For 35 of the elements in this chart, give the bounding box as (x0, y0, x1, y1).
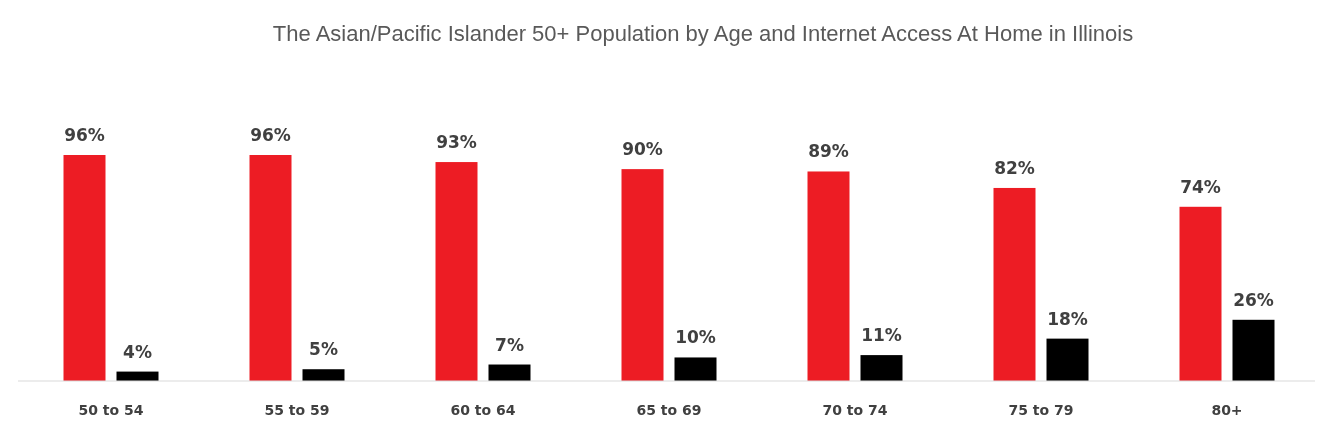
bar (435, 162, 478, 381)
data-label: 96% (64, 125, 105, 145)
data-label: 74% (1180, 176, 1221, 197)
data-label: 96% (250, 125, 291, 145)
data-label: 4% (123, 341, 152, 362)
x-tick-label: 55 to 59 (264, 402, 330, 418)
data-label: 7% (495, 334, 524, 355)
bar (860, 355, 903, 381)
x-tick-label: 70 to 74 (822, 402, 888, 418)
data-label: 10% (675, 327, 716, 348)
bar (1232, 319, 1275, 381)
data-label: 11% (861, 325, 902, 346)
bar (1046, 338, 1089, 381)
data-label: 82% (994, 157, 1035, 178)
x-tick-label: 65 to 69 (636, 402, 702, 418)
bar (302, 369, 345, 381)
x-tick-label: 80+ (1211, 402, 1243, 418)
bar (488, 364, 531, 381)
bar (993, 187, 1036, 381)
data-label: 90% (622, 139, 663, 160)
x-tick-label: 50 to 54 (78, 402, 144, 418)
data-label: 89% (808, 141, 849, 162)
data-label: 93% (436, 132, 477, 153)
data-label: 5% (309, 339, 338, 360)
x-tick-label: 60 to 64 (450, 402, 516, 418)
bar (807, 171, 850, 381)
x-tick-label: 75 to 79 (1008, 402, 1074, 418)
data-label: 26% (1233, 289, 1274, 310)
bar (249, 155, 292, 381)
chart-title: The Asian/Pacific Islander 50+ Population by Age and Internet Access At Home in Illinois (272, 21, 1134, 46)
bar (1179, 206, 1222, 381)
data-label: 18% (1047, 308, 1088, 329)
bar (621, 169, 664, 381)
bar (63, 155, 106, 381)
bar (674, 357, 717, 381)
